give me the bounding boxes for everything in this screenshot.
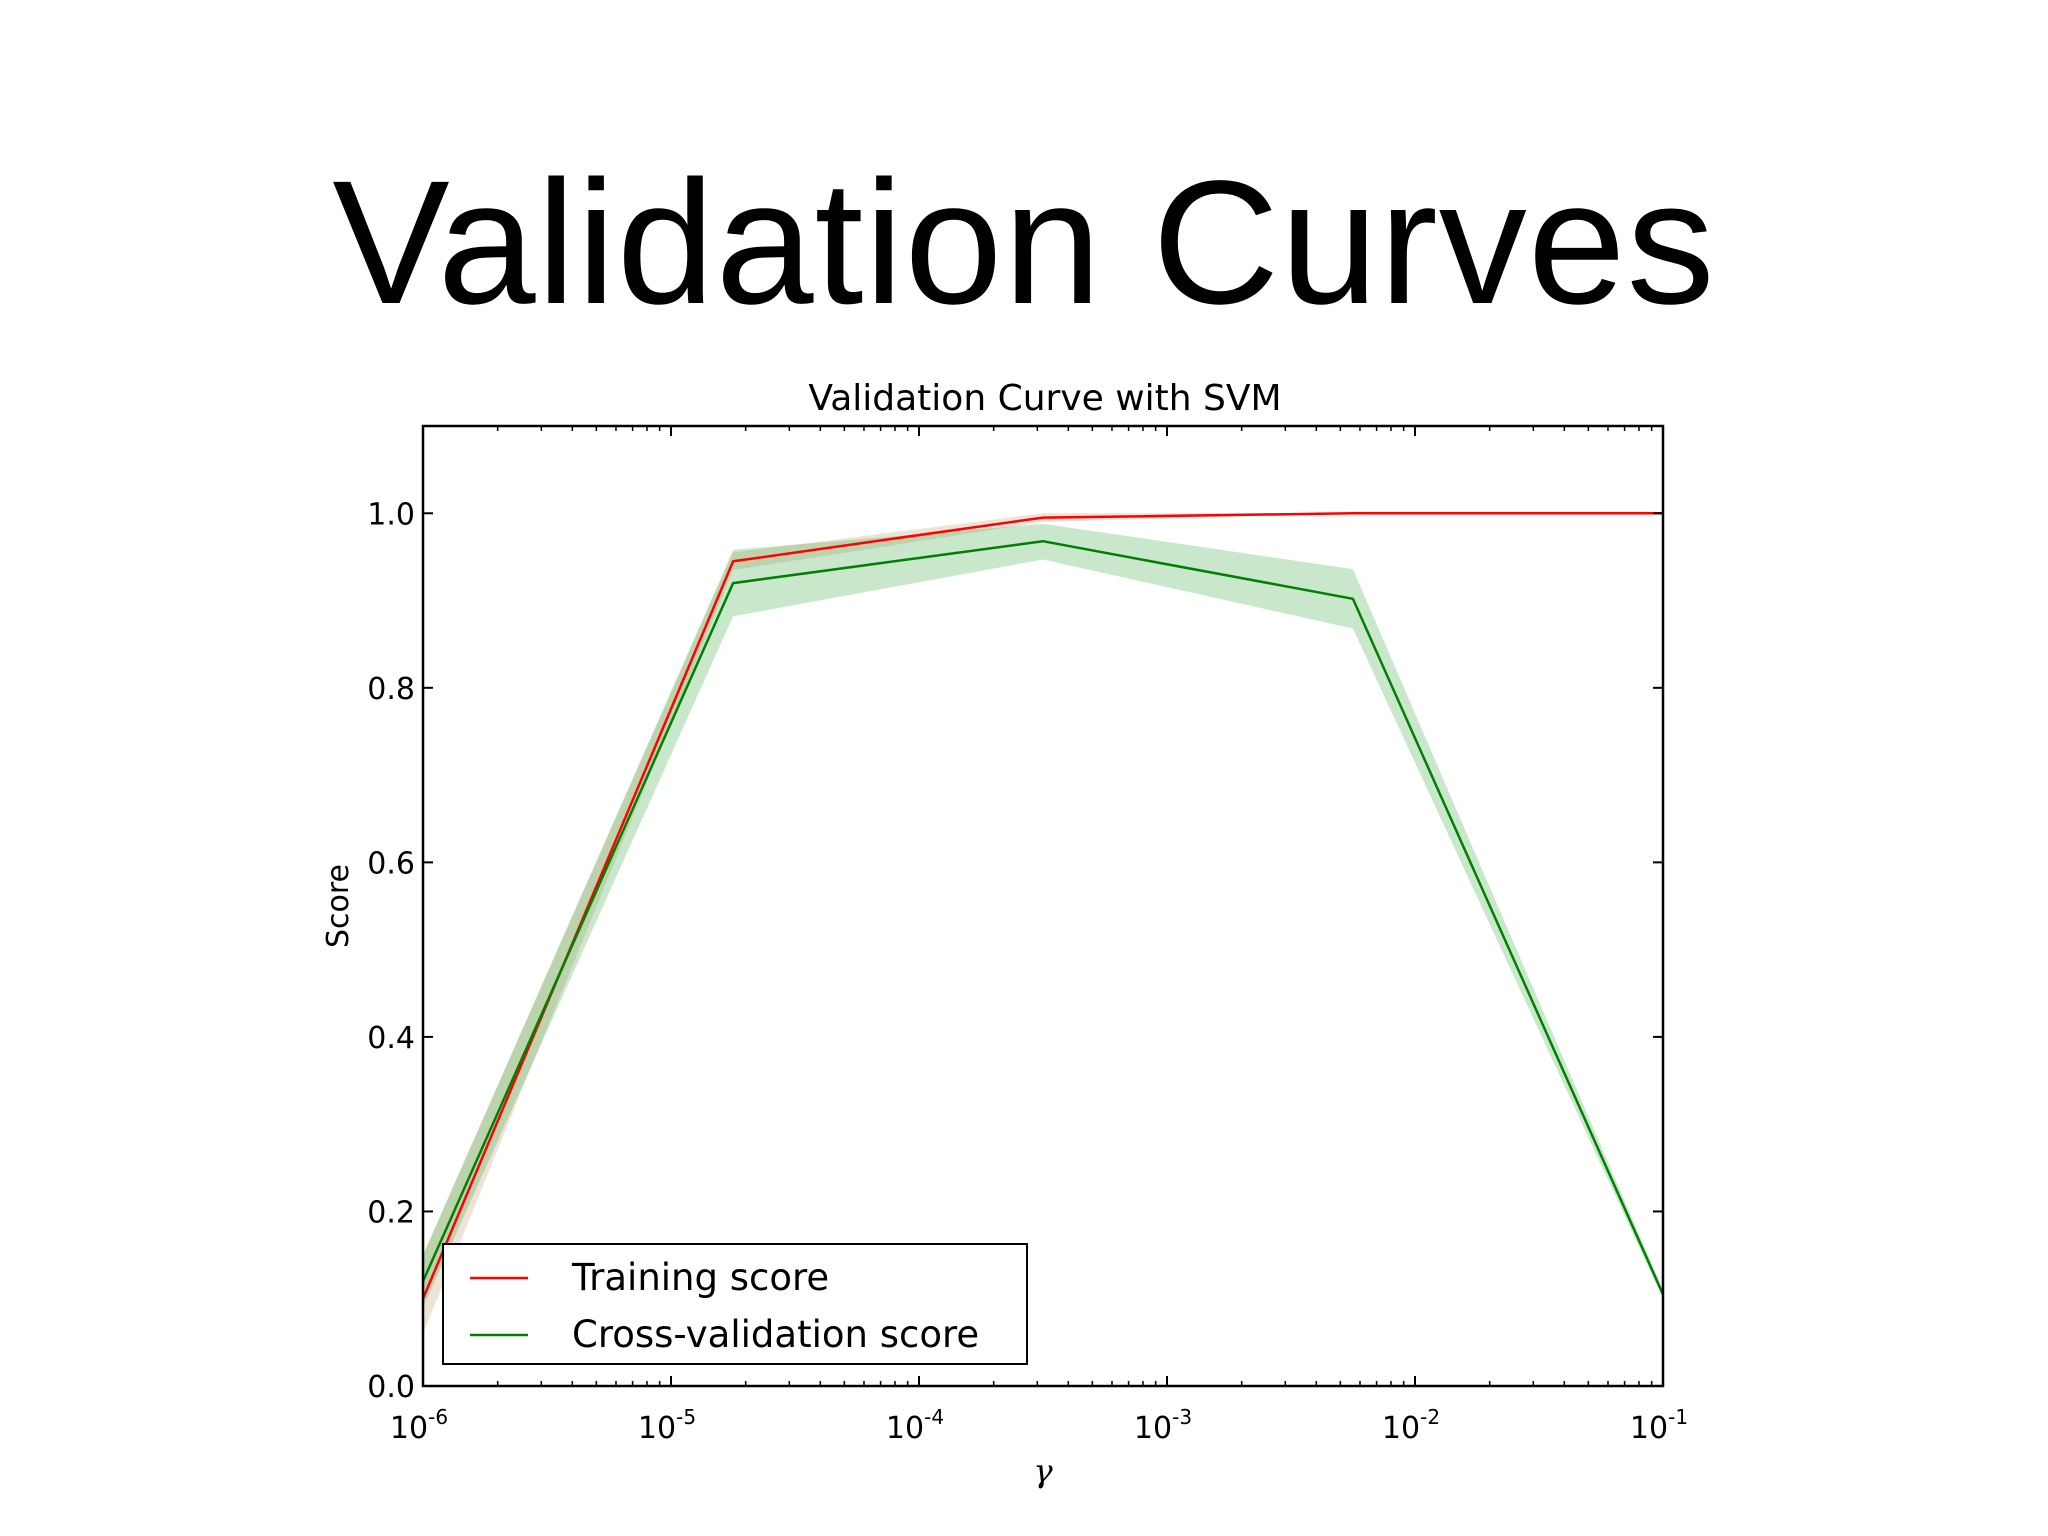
x-tick-label: 10-2 [1382, 1405, 1440, 1446]
series-line-0 [421, 512, 1663, 1300]
y-tick-label: 0.0 [367, 1370, 415, 1405]
confidence-band-1 [423, 523, 1663, 1308]
x-tick-label: 10-1 [1630, 1405, 1688, 1446]
data-point [732, 582, 734, 584]
y-tick-label: 0.6 [367, 846, 415, 881]
confidence-bands [423, 513, 1663, 1334]
y-tick-label: 0.8 [367, 672, 415, 707]
series-line-1 [421, 539, 1665, 1295]
axis-ticks [422, 426, 1664, 1387]
y-tick-label: 0.4 [367, 1021, 415, 1056]
y-axis-label: Score [321, 864, 356, 948]
tick-labels: 0.0 0.2 0.4 0.6 0.8 1.0 10-6 10-5 10-4 10-3 10-2 10… [367, 497, 1688, 1446]
plot-frame [421, 424, 1665, 1388]
x-axis-label: γ [1033, 1452, 1053, 1490]
chart-title: Validation Curve with SVM [808, 378, 1281, 419]
slide-title: Validation Curves [332, 145, 1716, 341]
legend-label-1: Cross-validation score [572, 1313, 979, 1356]
x-tick-label: 10-4 [886, 1405, 944, 1446]
x-tick-label: 10-3 [1134, 1405, 1192, 1446]
x-tick-label: 10-6 [390, 1405, 448, 1446]
y-tick-label: 1.0 [367, 497, 415, 532]
legend-box [442, 1243, 1028, 1365]
data-point [1042, 540, 1044, 542]
data-point [732, 560, 734, 563]
confidence-band-0 [423, 513, 1663, 1334]
series-lines [421, 512, 1665, 1300]
y-tick-label: 0.2 [367, 1195, 415, 1230]
x-tick-label: 10-5 [638, 1405, 696, 1446]
data-point [1352, 598, 1354, 600]
data-point [1352, 512, 1354, 515]
data-point [1042, 516, 1044, 519]
legend: Training score Cross-validation score [442, 1243, 1028, 1365]
legend-label-0: Training score [571, 1256, 829, 1299]
